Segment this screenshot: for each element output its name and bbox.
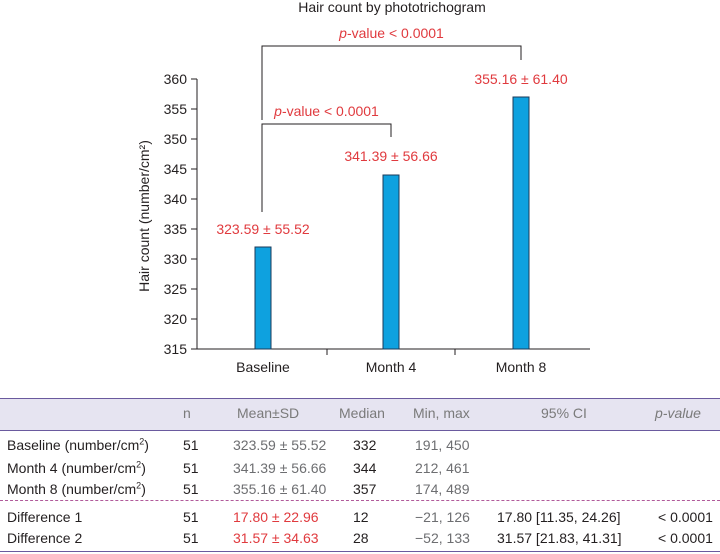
y-tick-label: 320 xyxy=(164,311,188,327)
cell-mean: 323.59 ± 55.52 xyxy=(233,437,327,453)
y-tick-label: 340 xyxy=(164,191,188,207)
header-n: n xyxy=(183,405,191,421)
bar xyxy=(382,174,400,350)
row-label: Month 8 (number/cm2) xyxy=(7,480,146,497)
header-p: p-value xyxy=(655,405,701,421)
table-bottom-rule xyxy=(0,551,720,552)
header-ci: 95% CI xyxy=(541,405,587,421)
cell-minmax: 174, 489 xyxy=(415,481,470,497)
cell-median: 28 xyxy=(353,530,369,546)
bar-chart: Hair count by phototrichogram Hair count… xyxy=(136,0,590,375)
p-value-annotation: p-value < 0.0001 xyxy=(338,25,444,41)
cell-minmax: 212, 461 xyxy=(415,460,470,476)
header-mean: Mean±SD xyxy=(237,405,300,421)
y-tick-label: 345 xyxy=(164,161,188,177)
cell-n: 51 xyxy=(183,460,199,476)
cell-mean: 31.57 ± 34.63 xyxy=(233,530,319,546)
significance-bracket xyxy=(261,123,392,212)
cell-minmax: −21, 126 xyxy=(415,509,470,525)
cell-minmax: −52, 133 xyxy=(415,530,470,546)
table-header xyxy=(0,398,720,431)
x-tick-label: Month 4 xyxy=(366,359,417,375)
cell-n: 51 xyxy=(183,437,199,453)
cell-minmax: 191, 450 xyxy=(415,437,470,453)
bar xyxy=(254,246,272,350)
header-minmax: Min, max xyxy=(413,405,470,421)
bar-value-label: 355.16 ± 61.40 xyxy=(474,71,568,87)
cell-mean: 341.39 ± 56.66 xyxy=(233,460,327,476)
row-label: Month 4 (number/cm2) xyxy=(7,459,146,476)
y-tick-label: 335 xyxy=(164,221,188,237)
cell-n: 51 xyxy=(183,481,199,497)
bar-value-label: 341.39 ± 56.66 xyxy=(344,148,438,164)
cell-n: 51 xyxy=(183,530,199,546)
cell-ci: 31.57 [21.83, 41.31] xyxy=(497,530,622,546)
cell-mean: 355.16 ± 61.40 xyxy=(233,481,327,497)
p-value-annotation: p-value < 0.0001 xyxy=(273,103,379,119)
row-label: Difference 2 xyxy=(7,530,83,546)
cell-median: 12 xyxy=(353,509,369,525)
x-tick-label: Month 8 xyxy=(496,359,547,375)
y-tick-label: 315 xyxy=(164,341,188,357)
y-axis-label: Hair count (number/cm²) xyxy=(136,140,152,292)
cell-n: 51 xyxy=(183,509,199,525)
cell-p: < 0.0001 xyxy=(658,530,713,546)
cell-median: 357 xyxy=(353,481,377,497)
y-tick-label: 350 xyxy=(164,131,188,147)
row-label: Difference 1 xyxy=(7,509,83,525)
chart-title: Hair count by phototrichogram xyxy=(298,0,486,15)
bar xyxy=(512,96,530,350)
y-tick-label: 325 xyxy=(164,281,188,297)
y-tick-label: 355 xyxy=(164,101,188,117)
cell-median: 332 xyxy=(353,437,377,453)
cell-median: 344 xyxy=(353,460,377,476)
y-tick-label: 360 xyxy=(164,71,188,87)
cell-p: < 0.0001 xyxy=(658,509,713,525)
bar-value-label: 323.59 ± 55.52 xyxy=(216,221,310,237)
y-tick-label: 330 xyxy=(164,251,188,267)
dashed-divider xyxy=(0,500,720,501)
significance-bracket xyxy=(261,45,522,120)
row-label: Baseline (number/cm2) xyxy=(7,436,149,453)
cell-mean: 17.80 ± 22.96 xyxy=(233,509,319,525)
data-table: n Mean±SD Median Min, max 95% CI p-value… xyxy=(0,398,720,554)
header-median: Median xyxy=(339,405,385,421)
x-tick-label: Baseline xyxy=(236,359,290,375)
cell-ci: 17.80 [11.35, 24.26] xyxy=(497,509,621,525)
